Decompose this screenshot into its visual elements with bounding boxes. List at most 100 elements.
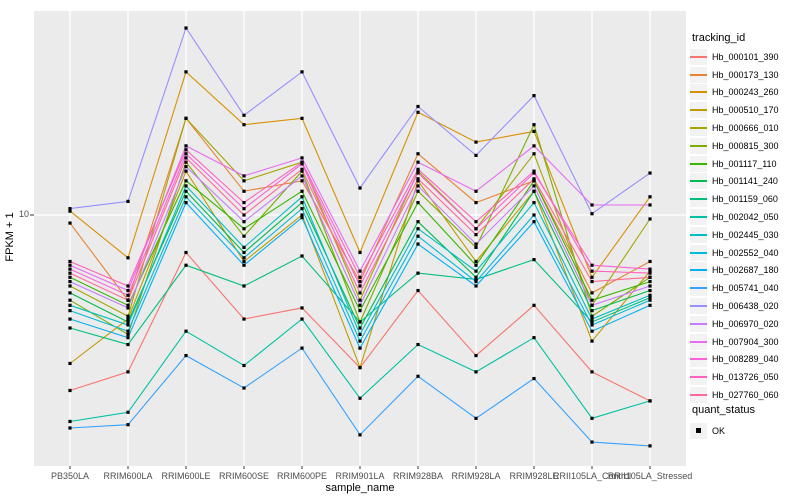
data-point (242, 250, 246, 255)
legend-entry: Hb_000243_260 (690, 84, 779, 102)
data-point (358, 339, 362, 343)
data-point (474, 220, 478, 224)
data-point (68, 326, 72, 330)
data-point (532, 129, 536, 133)
data-point (242, 256, 246, 260)
data-point (126, 332, 130, 336)
data-point (474, 275, 478, 279)
data-point (242, 263, 246, 267)
data-point (416, 189, 420, 193)
legend-entry-label: Hb_001141_240 (712, 176, 778, 187)
data-point (126, 314, 130, 318)
legend-title-tracking-id: tracking_id (692, 32, 746, 44)
x-tick-label: RRIM928BA (392, 471, 444, 481)
y-axis-title: FPKM + 1 (4, 212, 16, 262)
data-point (242, 189, 246, 193)
data-point (416, 177, 420, 181)
data-point (474, 284, 478, 288)
legend-entry-label: Hb_000666_010 (712, 123, 779, 134)
data-point (184, 353, 188, 358)
data-point (358, 320, 362, 324)
data-point (126, 298, 130, 302)
legend-entry: Hb_027760_060 (690, 386, 779, 404)
legend-entry: Hb_001141_240 (690, 173, 779, 191)
data-point (474, 242, 478, 246)
data-point (300, 174, 304, 178)
data-point (358, 309, 362, 313)
data-point (242, 386, 246, 390)
data-point (358, 269, 362, 273)
data-point (184, 189, 188, 193)
data-point (474, 245, 478, 249)
data-point (648, 217, 652, 221)
data-point (416, 200, 420, 205)
data-point (532, 169, 536, 173)
data-point (416, 184, 420, 188)
legend-entry-label: Hb_000101_390 (712, 51, 779, 62)
x-tick-label: PB350LA (50, 471, 90, 481)
data-point (532, 200, 536, 205)
data-point (532, 177, 536, 181)
data-point (300, 207, 304, 211)
data-point (474, 200, 478, 205)
legend-entry: Hb_002552_040 (690, 244, 779, 262)
data-point (184, 160, 188, 164)
data-point (242, 245, 246, 249)
data-point (242, 259, 246, 264)
data-point (590, 279, 594, 284)
data-point (242, 179, 246, 183)
data-point (300, 116, 304, 120)
data-point (358, 275, 362, 279)
legend-entry: Hb_000815_300 (690, 137, 779, 155)
data-point (416, 167, 420, 171)
legend-entry: Hb_013726_050 (690, 368, 779, 386)
data-point (532, 179, 536, 183)
data-point (416, 342, 420, 347)
data-point (184, 116, 188, 120)
data-point (184, 329, 188, 333)
data-point (648, 203, 652, 207)
data-point (300, 317, 304, 321)
legend-entry: Hb_007904_300 (690, 333, 779, 351)
legend-quant-entries: OK (690, 422, 725, 440)
data-point (590, 339, 594, 343)
data-point (184, 148, 188, 152)
line-swatch-icon (690, 280, 707, 297)
data-point (416, 374, 420, 378)
data-point (474, 259, 478, 264)
data-point (590, 203, 594, 207)
data-point (590, 323, 594, 327)
data-point (648, 271, 652, 275)
line-swatch-icon (690, 173, 707, 190)
data-point (358, 433, 362, 437)
data-point (358, 346, 362, 350)
data-point (590, 263, 594, 267)
data-point (184, 250, 188, 255)
legend-entry: Hb_000666_010 (690, 119, 779, 137)
legend-entry-label: Hb_000510_170 (712, 105, 779, 116)
data-point (242, 234, 246, 238)
data-point (242, 200, 246, 205)
data-point (358, 186, 362, 190)
legend-entry-label: Hb_000243_260 (712, 87, 779, 98)
data-point (532, 144, 536, 148)
legend-entry-label: Hb_007904_300 (712, 336, 779, 347)
data-point (68, 298, 72, 302)
data-point (184, 184, 188, 188)
legend-entry-label: Hb_008289_040 (712, 354, 779, 365)
data-point (184, 263, 188, 267)
legend-entry: Hb_000173_130 (690, 66, 779, 84)
x-tick-label: RRIM928LE (509, 471, 559, 481)
line-swatch-icon (690, 315, 707, 332)
data-point (358, 396, 362, 400)
data-point (68, 263, 72, 267)
data-point (648, 293, 652, 297)
data-point (126, 370, 130, 374)
data-point (68, 267, 72, 271)
legend-entry: Hb_006970_020 (690, 315, 779, 333)
data-point (300, 169, 304, 173)
data-point (590, 329, 594, 333)
data-point (474, 263, 478, 267)
data-point (590, 269, 594, 273)
data-point (300, 162, 304, 166)
